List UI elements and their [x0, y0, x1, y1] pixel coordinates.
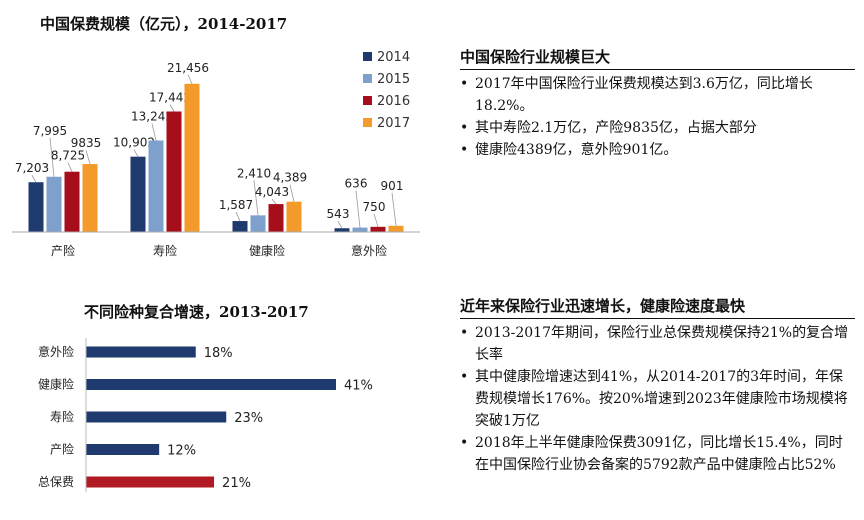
data-label: 10,902: [113, 136, 155, 150]
label-leader-line: [31, 175, 37, 183]
legend-swatch: [363, 96, 372, 105]
legend-entry: 2015: [377, 72, 410, 87]
label-leader-line: [49, 137, 55, 177]
tick-label: 意外险: [38, 344, 74, 359]
bar: [166, 111, 182, 232]
bar: [64, 171, 80, 232]
bar: [286, 201, 302, 232]
label-leader-line: [235, 211, 241, 222]
growth-summary-title: 近年来保险行业迅速增长，健康险速度最快: [460, 297, 746, 315]
bar: [86, 379, 336, 390]
bar: [370, 226, 386, 232]
bar: [86, 444, 160, 455]
data-label: 4,389: [273, 171, 307, 185]
label-leader-line: [67, 162, 73, 172]
label-leader-line: [169, 104, 175, 112]
data-label: 8,725: [51, 149, 85, 163]
tick-label: 健康险: [249, 243, 285, 258]
bar: [28, 182, 44, 232]
scale-summary-panel: 中国保险行业规模巨大 2017年中国保险行业保费规模达到3.6万亿，同比增长18…: [460, 46, 855, 161]
tick-label: 寿险: [153, 243, 177, 258]
legend-entry: 2014: [377, 50, 410, 65]
label-leader-line: [85, 149, 91, 165]
label-leader-line: [289, 184, 295, 202]
data-label: 7,995: [33, 124, 67, 138]
growth-summary-divider: [460, 318, 855, 319]
data-label: 901: [381, 179, 404, 193]
list-item: 其中健康险增速达到41%，从2014-2017的3年时间，年保费规模增长176%…: [460, 366, 855, 432]
list-item: 健康险4389亿，意外险901亿。: [460, 139, 855, 161]
data-label: 636: [345, 177, 368, 191]
growth-chart-title: 不同险种复合增速，2013-2017: [84, 303, 309, 321]
scale-summary-divider: [460, 69, 855, 70]
bar: [130, 156, 146, 232]
bar: [388, 225, 404, 232]
label-leader-line: [271, 198, 277, 205]
data-label: 7,203: [15, 161, 49, 175]
data-label: 750: [363, 200, 386, 214]
legend-swatch: [363, 52, 372, 61]
list-item: 2017年中国保险行业保费规模达到3.6万亿，同比增长18.2%。: [460, 73, 855, 117]
legend-swatch: [363, 118, 372, 127]
legend-entry: 2017: [377, 116, 410, 131]
label-leader-line: [151, 123, 157, 141]
bar: [86, 411, 227, 423]
data-label: 21%: [222, 476, 251, 491]
bar: [352, 227, 368, 232]
list-item: 2013-2017年期间，保险行业总保费规模保持21%的复合增长率: [460, 322, 855, 366]
list-item: 2018年上半年健康险保费3091亿，同比增长15.4%，同时在中国保险行业协会…: [460, 432, 855, 476]
bar: [184, 83, 200, 232]
list-item: 其中寿险2.1万亿，产险9835亿，占据大部分: [460, 117, 855, 139]
bar: [86, 346, 196, 358]
data-label: 21,456: [167, 61, 209, 75]
data-label: 12%: [167, 444, 196, 459]
data-label: 18%: [204, 346, 233, 361]
premium-chart-title: 中国保费规模（亿元），2014-2017: [40, 15, 288, 33]
data-label: 9835: [71, 136, 102, 150]
legend-entry: 2016: [377, 94, 410, 109]
data-label: 543: [327, 207, 350, 221]
label-leader-line: [187, 74, 193, 84]
data-label: 4,043: [255, 185, 289, 199]
data-label: 17,442: [149, 90, 191, 104]
bar: [46, 176, 62, 232]
bar: [250, 215, 266, 232]
bar: [82, 164, 98, 232]
tick-label: 总保费: [38, 475, 74, 489]
data-label: 23%: [234, 411, 263, 426]
bar: [268, 204, 284, 232]
bar: [334, 228, 350, 232]
tick-label: 寿险: [50, 409, 74, 424]
label-leader-line: [253, 180, 259, 216]
label-leader-line: [337, 221, 343, 229]
bar: [86, 476, 215, 488]
bar: [148, 140, 164, 232]
label-leader-line: [373, 213, 379, 227]
label-leader-line: [133, 149, 139, 157]
tick-label: 产险: [50, 442, 74, 457]
growth-summary-list: 2013-2017年期间，保险行业总保费规模保持21%的复合增长率 其中健康险增…: [460, 322, 855, 476]
data-label: 41%: [344, 379, 373, 394]
data-label: 1,587: [219, 198, 253, 212]
scale-summary-list: 2017年中国保险行业保费规模达到3.6万亿，同比增长18.2%。 其中寿险2.…: [460, 73, 855, 161]
data-label: 13,242: [131, 110, 173, 124]
data-label: 2,410: [237, 166, 271, 180]
label-leader-line: [391, 192, 397, 226]
tick-label: 产险: [51, 243, 75, 258]
legend-swatch: [363, 74, 372, 83]
growth-summary-panel: 近年来保险行业迅速增长，健康险速度最快 2013-2017年期间，保险行业总保费…: [460, 295, 855, 476]
tick-label: 健康险: [38, 377, 74, 392]
label-leader-line: [355, 190, 361, 228]
scale-summary-title: 中国保险行业规模巨大: [460, 48, 611, 66]
tick-label: 意外险: [351, 243, 387, 258]
bar: [232, 221, 248, 232]
